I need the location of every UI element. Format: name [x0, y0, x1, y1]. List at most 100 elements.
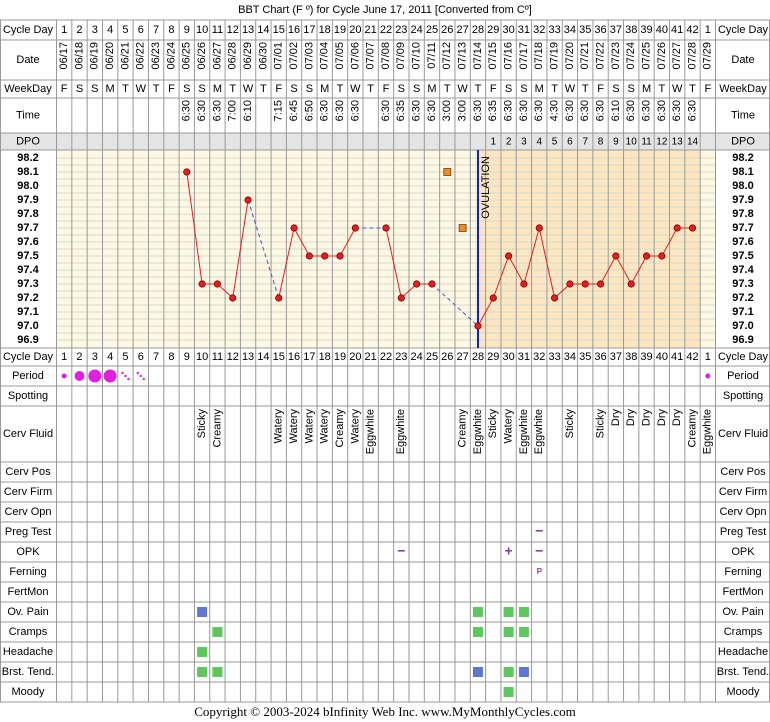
y-tick-label: 97.9	[732, 194, 753, 206]
weekday: S	[398, 83, 405, 95]
cycle-day: 30	[502, 351, 514, 363]
symptom-mark	[197, 607, 208, 617]
row-label: Cycle Day	[3, 351, 54, 363]
row-label: Cerv Opn	[719, 506, 766, 518]
row-label: Ov. Pain	[7, 606, 48, 618]
weekday: S	[290, 83, 297, 95]
weekday: S	[520, 83, 527, 95]
y-tick-label: 97.8	[17, 208, 38, 220]
row-label: DPO	[731, 135, 755, 147]
cycle-day: 5	[122, 24, 128, 36]
weekday: F	[490, 83, 497, 95]
cycle-day: 26	[441, 24, 453, 36]
date: 07/15	[487, 42, 499, 70]
weekday: F	[275, 83, 282, 95]
y-tick-label: 98.0	[732, 180, 753, 192]
cycle-day: 17	[303, 351, 315, 363]
time: 6:10	[242, 100, 254, 121]
symptom-mark	[518, 607, 529, 617]
date: 06/24	[165, 42, 177, 70]
row-label: Preg Test	[5, 526, 51, 538]
cycle-day: 15	[273, 351, 285, 363]
time: 6:30	[472, 100, 484, 121]
symbol: −	[535, 543, 543, 559]
row-label: Cycle Day	[3, 24, 54, 36]
dpo: 11	[641, 137, 652, 148]
y-tick-label: 98.2	[732, 152, 753, 164]
cycle-day: 4	[107, 351, 113, 363]
date: 06/21	[119, 42, 131, 70]
row-label: Cerv Pos	[5, 466, 51, 478]
row-label: Ferning	[724, 566, 761, 578]
row-label: Date	[16, 54, 39, 66]
cervical-fluid: Sticky	[564, 409, 576, 439]
row-label: FertMon	[8, 586, 49, 598]
symptom-mark	[503, 627, 514, 637]
date: 07/21	[579, 42, 591, 70]
temperature-point	[321, 252, 329, 260]
y-tick-label: 97.1	[732, 306, 753, 318]
row-label: Cerv Pos	[720, 466, 766, 478]
cervical-fluid: Watery	[273, 409, 285, 444]
temperature-point	[244, 196, 252, 204]
time: 6:35	[487, 100, 499, 121]
row-label: Period	[12, 370, 44, 382]
date: 06/28	[227, 42, 239, 70]
row-label: Spotting	[723, 390, 763, 402]
time: 3:00	[441, 100, 453, 121]
date: 06/22	[135, 42, 147, 70]
cycle-day: 22	[380, 351, 392, 363]
temperature-point	[658, 252, 666, 260]
row-label: Cerv Fluid	[3, 428, 53, 440]
weekday: M	[320, 83, 329, 95]
weekday: W	[136, 83, 147, 95]
cervical-fluid: Watery	[288, 409, 300, 444]
time: 6:30	[579, 100, 591, 121]
cycle-day: 8	[168, 24, 174, 36]
cycle-day: 17	[303, 24, 315, 36]
symptom-mark	[197, 667, 208, 677]
symbol: P	[537, 567, 543, 576]
temperature-point	[474, 322, 482, 330]
cervical-fluid: Creamy	[457, 409, 469, 448]
cycle-day: 34	[564, 24, 576, 36]
cervical-fluid: Dry	[640, 409, 652, 427]
symptom-mark	[212, 627, 223, 637]
symptom-mark	[197, 647, 208, 657]
cycle-day: 11	[212, 351, 223, 363]
weekday: M	[427, 83, 436, 95]
temperature-point	[520, 280, 528, 288]
date: 07/11	[426, 42, 438, 69]
weekday: W	[565, 83, 576, 95]
temperature-point	[198, 280, 206, 288]
weekday: T	[658, 83, 665, 95]
cycle-day: 20	[349, 24, 361, 36]
date: 06/17	[58, 42, 70, 70]
symbol: −	[397, 543, 405, 559]
period-mark	[705, 373, 711, 379]
row-label: Cycle Day	[718, 24, 769, 36]
time: 6:30	[319, 100, 331, 121]
cycle-day: 9	[184, 351, 190, 363]
cycle-day: 23	[395, 24, 407, 36]
temperature-point	[673, 224, 681, 232]
cycle-day: 37	[610, 24, 622, 36]
period-mark	[139, 374, 142, 378]
weekday: T	[475, 83, 482, 95]
time: 6:30	[594, 100, 606, 121]
weekday: T	[153, 83, 160, 95]
cycle-day: 29	[487, 351, 499, 363]
dpo: 1	[490, 137, 496, 148]
date: 07/12	[441, 42, 453, 70]
date: 07/24	[625, 42, 637, 70]
weekday: W	[672, 83, 683, 95]
symptom-mark	[472, 607, 483, 617]
cycle-day: 19	[334, 24, 346, 36]
cycle-day: 13	[242, 351, 254, 363]
y-tick-label: 97.7	[732, 222, 753, 234]
y-tick-label: 97.2	[17, 292, 38, 304]
row-label: OPK	[731, 546, 755, 558]
cycle-day: 36	[594, 24, 606, 36]
time: 6:10	[610, 100, 622, 121]
